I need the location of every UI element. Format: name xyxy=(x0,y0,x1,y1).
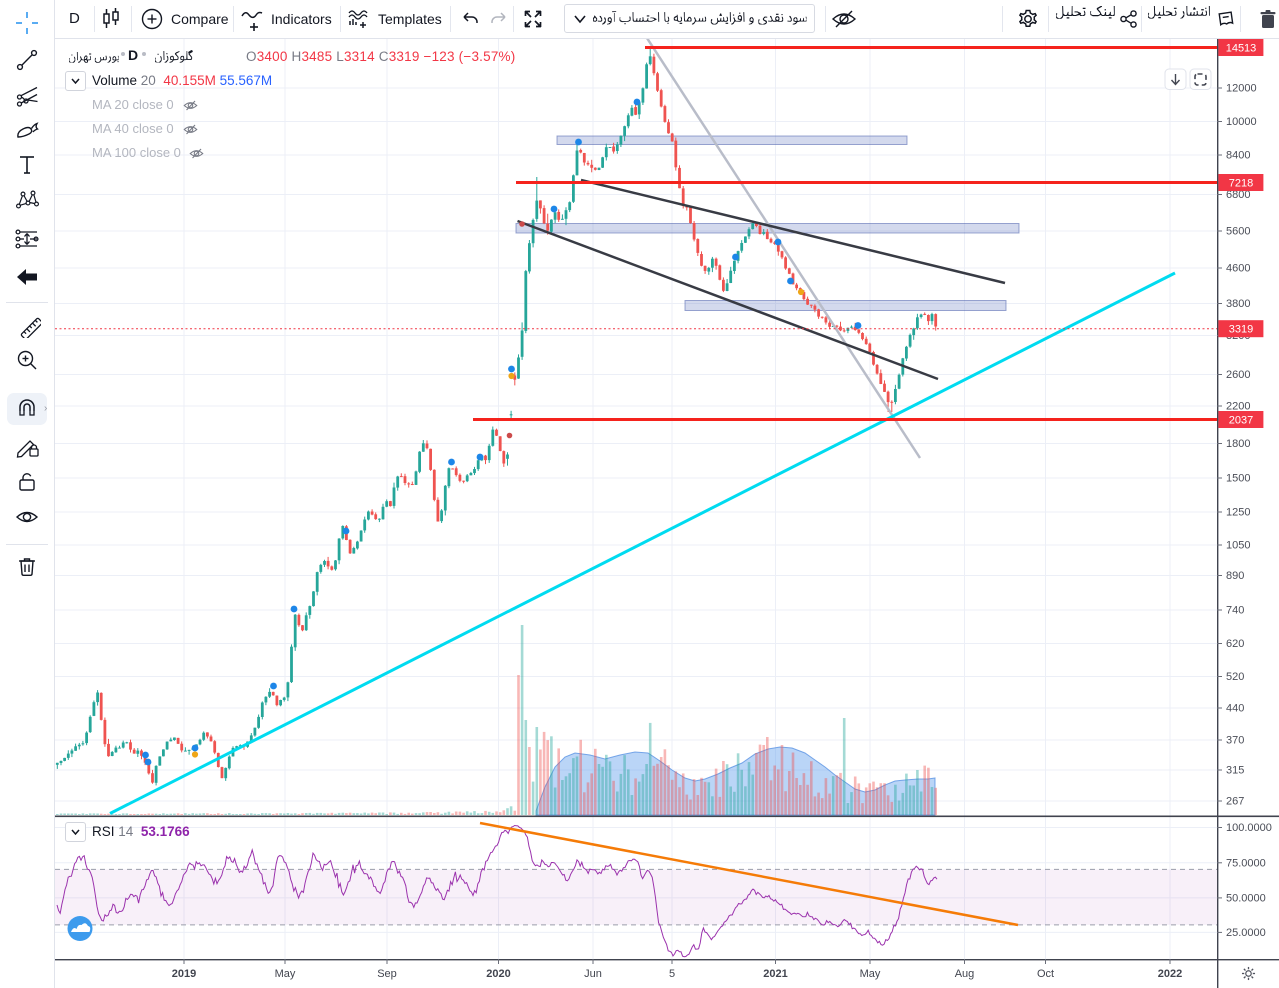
svg-text:Aug: Aug xyxy=(955,968,975,980)
svg-text:267: 267 xyxy=(1226,796,1244,808)
svg-text:740: 740 xyxy=(1226,605,1244,617)
svg-text:4600: 4600 xyxy=(1226,263,1250,275)
svg-text:6800: 6800 xyxy=(1226,189,1250,201)
svg-text:14513: 14513 xyxy=(1226,42,1257,54)
svg-text:12000: 12000 xyxy=(1226,83,1257,95)
svg-text:2020: 2020 xyxy=(486,968,510,980)
svg-text:100.0000: 100.0000 xyxy=(1226,822,1272,834)
svg-text:1250: 1250 xyxy=(1226,507,1250,519)
svg-text:8400: 8400 xyxy=(1226,150,1250,162)
svg-text:370: 370 xyxy=(1226,735,1244,747)
svg-text:1800: 1800 xyxy=(1226,438,1250,450)
svg-text:890: 890 xyxy=(1226,570,1244,582)
svg-text:2019: 2019 xyxy=(172,968,196,980)
svg-text:Jun: Jun xyxy=(584,968,602,980)
svg-text:3800: 3800 xyxy=(1226,298,1250,310)
svg-text:2600: 2600 xyxy=(1226,369,1250,381)
svg-text:Sep: Sep xyxy=(377,968,397,980)
svg-text:25.0000: 25.0000 xyxy=(1226,927,1266,939)
svg-text:1050: 1050 xyxy=(1226,540,1250,552)
svg-text:2021: 2021 xyxy=(763,968,787,980)
svg-text:50.0000: 50.0000 xyxy=(1226,892,1266,904)
svg-text:5600: 5600 xyxy=(1226,226,1250,238)
svg-text:440: 440 xyxy=(1226,703,1244,715)
svg-text:3319: 3319 xyxy=(1229,324,1253,336)
svg-text:520: 520 xyxy=(1226,671,1244,683)
svg-text:2200: 2200 xyxy=(1226,401,1250,413)
svg-text:315: 315 xyxy=(1226,765,1244,777)
svg-text:May: May xyxy=(275,968,296,980)
svg-text:75.0000: 75.0000 xyxy=(1226,857,1266,869)
svg-text:10000: 10000 xyxy=(1226,116,1257,128)
svg-text:1500: 1500 xyxy=(1226,473,1250,485)
svg-text:2022: 2022 xyxy=(1158,968,1182,980)
svg-text:May: May xyxy=(860,968,881,980)
svg-text:2037: 2037 xyxy=(1229,414,1253,426)
svg-text:5: 5 xyxy=(669,968,675,980)
svg-text:Oct: Oct xyxy=(1037,968,1054,980)
svg-text:7218: 7218 xyxy=(1229,177,1253,189)
svg-text:620: 620 xyxy=(1226,638,1244,650)
